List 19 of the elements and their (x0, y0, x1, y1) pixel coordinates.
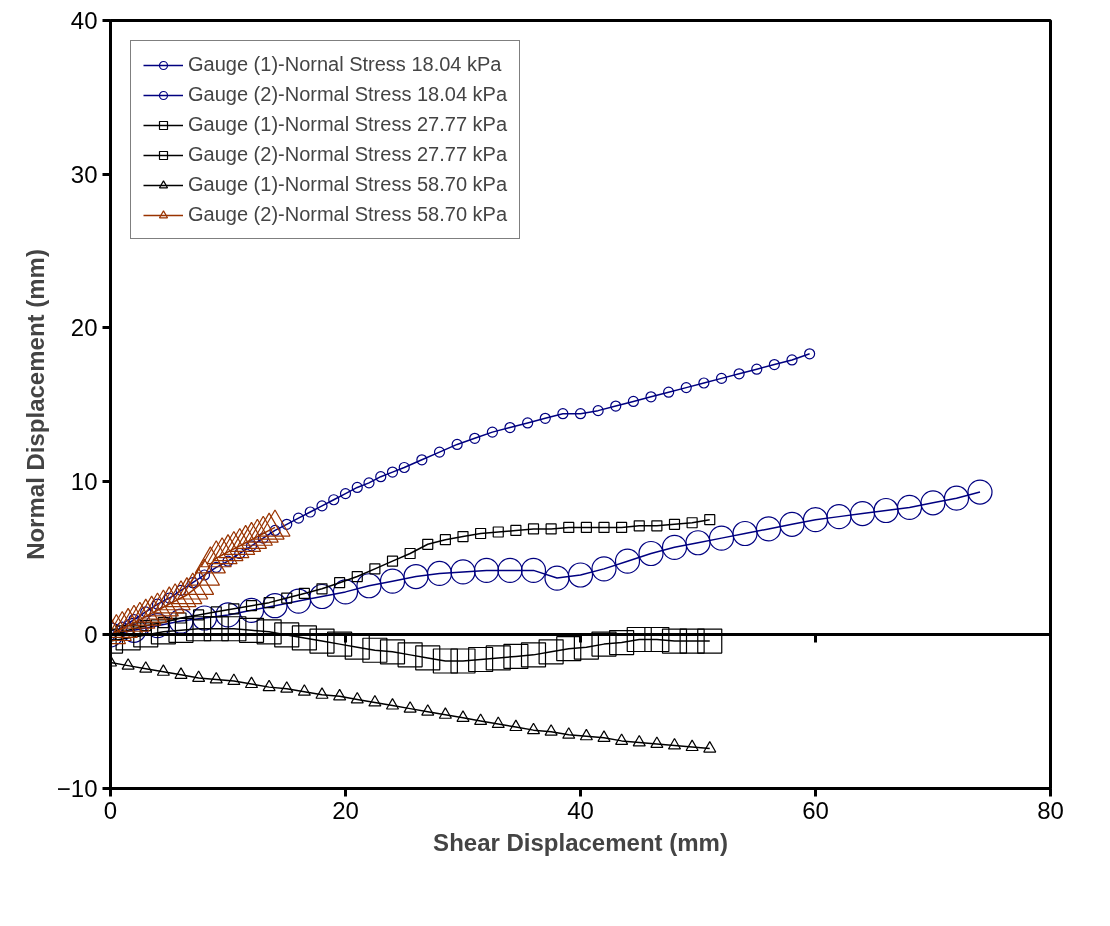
y-tick-label: 20 (70, 314, 98, 342)
y-tick-label: −10 (56, 775, 98, 802)
x-axis-title: Shear Displacement (mm) (433, 828, 728, 856)
legend-label: Gauge (2)-Normal Stress 58.70 kPa (188, 203, 508, 226)
x-tick-label: 40 (567, 796, 594, 824)
legend-label: Gauge (2)-Normal Stress 27.77 kPa (188, 143, 508, 166)
y-tick-label: 40 (70, 7, 98, 34)
legend-label: Gauge (1)-Normal Stress 27.77 kPa (188, 113, 508, 136)
x-tick-label: 20 (332, 796, 359, 824)
legend-label: Gauge (1)-Normal Stress 58.70 kPa (188, 173, 508, 196)
x-tick-label: 80 (1037, 796, 1064, 824)
y-tick-label: 0 (84, 621, 98, 649)
y-tick-label: 30 (70, 160, 98, 188)
y-tick-label: 10 (70, 467, 98, 495)
legend-label: Gauge (2)-Normal Stress 18.04 kPa (188, 83, 508, 106)
x-tick-label: 0 (103, 796, 118, 824)
y-axis-title: Normal Displacement (mm) (21, 249, 49, 560)
x-tick-label: 60 (802, 796, 829, 824)
legend-label: Gauge (1)-Nornal Stress 18.04 kPa (188, 53, 502, 76)
